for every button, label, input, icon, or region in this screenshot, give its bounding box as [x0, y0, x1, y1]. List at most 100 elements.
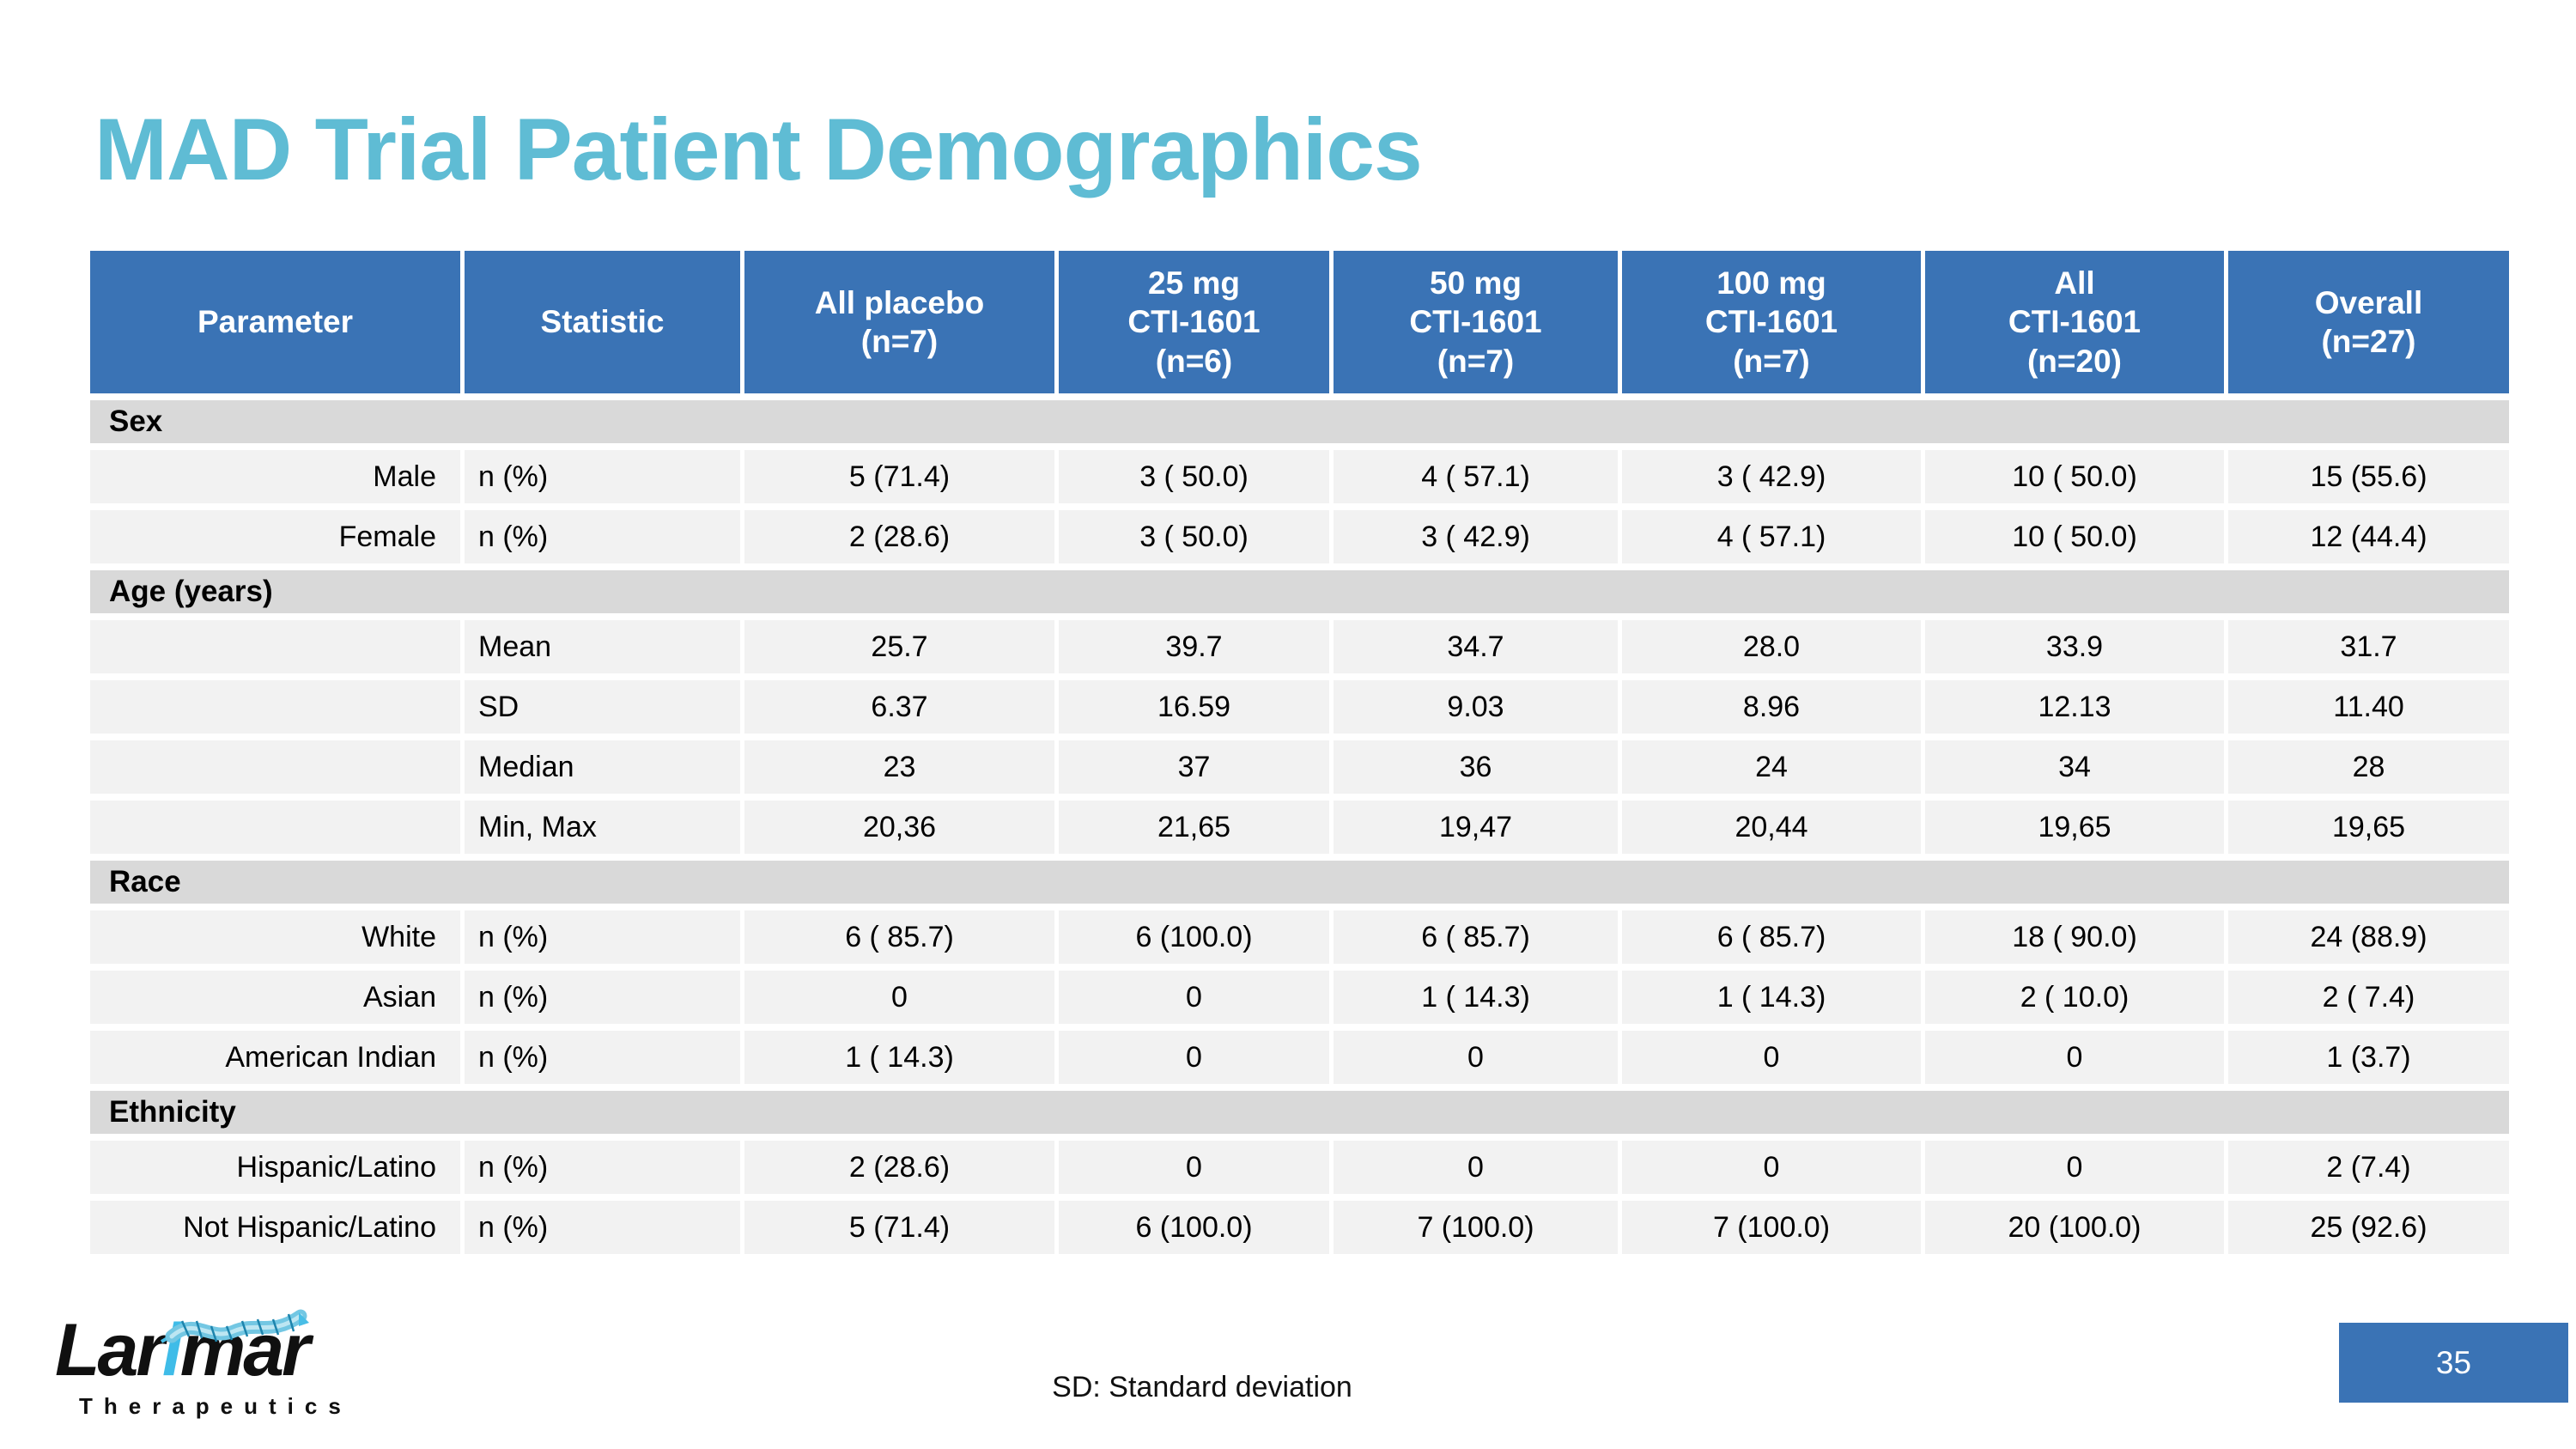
value-cell: 19,65 — [2228, 801, 2509, 854]
value-cell: 39.7 — [1059, 620, 1334, 673]
parameter-cell — [90, 680, 465, 734]
value-cell: 3 ( 50.0) — [1059, 510, 1334, 563]
value-cell: 3 ( 50.0) — [1059, 450, 1334, 503]
parameter-cell — [90, 801, 465, 854]
value-cell: 33.9 — [1925, 620, 2228, 673]
value-cell: 24 — [1622, 740, 1925, 794]
statistic-cell: Median — [465, 740, 744, 794]
statistic-cell: Mean — [465, 620, 744, 673]
value-cell: 28 — [2228, 740, 2509, 794]
statistic-cell: n (%) — [465, 510, 744, 563]
statistic-cell: Min, Max — [465, 801, 744, 854]
value-cell: 0 — [1334, 1141, 1622, 1194]
table-row: Mean 25.7 39.7 34.7 28.0 33.9 31.7 — [90, 620, 2509, 673]
parameter-cell: Not Hispanic/Latino — [90, 1201, 465, 1254]
column-header-100mg: 100 mg CTI-1601 (n=7) — [1622, 251, 1925, 393]
value-cell: 12.13 — [1925, 680, 2228, 734]
value-cell: 20,36 — [744, 801, 1059, 854]
value-cell: 0 — [1925, 1031, 2228, 1084]
value-cell: 37 — [1059, 740, 1334, 794]
table-row: Not Hispanic/Latino n (%) 5 (71.4) 6 (10… — [90, 1201, 2509, 1254]
value-cell: 3 ( 42.9) — [1622, 450, 1925, 503]
value-cell: 36 — [1334, 740, 1622, 794]
parameter-cell — [90, 620, 465, 673]
value-cell: 19,47 — [1334, 801, 1622, 854]
brand-part-lar: Lar — [55, 1309, 165, 1391]
table-row: White n (%) 6 ( 85.7) 6 (100.0) 6 ( 85.7… — [90, 910, 2509, 964]
value-cell: 28.0 — [1622, 620, 1925, 673]
value-cell: 4 ( 57.1) — [1334, 450, 1622, 503]
table-row: Median 23 37 36 24 34 28 — [90, 740, 2509, 794]
value-cell: 8.96 — [1622, 680, 1925, 734]
statistic-cell: n (%) — [465, 1031, 744, 1084]
value-cell: 2 ( 7.4) — [2228, 971, 2509, 1024]
parameter-cell: Male — [90, 450, 465, 503]
value-cell: 0 — [1622, 1141, 1925, 1194]
value-cell: 6 ( 85.7) — [1334, 910, 1622, 964]
value-cell: 34.7 — [1334, 620, 1622, 673]
value-cell: 20 (100.0) — [1925, 1201, 2228, 1254]
value-cell: 2 (28.6) — [744, 1141, 1059, 1194]
table-row: SD 6.37 16.59 9.03 8.96 12.13 11.40 — [90, 680, 2509, 734]
table-row: Female n (%) 2 (28.6) 3 ( 50.0) 3 ( 42.9… — [90, 510, 2509, 563]
table-row: American Indian n (%) 1 ( 14.3) 0 0 0 0 … — [90, 1031, 2509, 1084]
section-label: Sex — [90, 400, 2509, 443]
value-cell: 25.7 — [744, 620, 1059, 673]
value-cell: 0 — [1925, 1141, 2228, 1194]
value-cell: 21,65 — [1059, 801, 1334, 854]
value-cell: 16.59 — [1059, 680, 1334, 734]
statistic-cell: SD — [465, 680, 744, 734]
value-cell: 1 ( 14.3) — [1334, 971, 1622, 1024]
column-header-25mg: 25 mg CTI-1601 (n=6) — [1059, 251, 1334, 393]
section-row-sex: Sex — [90, 400, 2509, 443]
value-cell: 12 (44.4) — [2228, 510, 2509, 563]
value-cell: 19,65 — [1925, 801, 2228, 854]
statistic-cell: n (%) — [465, 1141, 744, 1194]
section-label: Age (years) — [90, 570, 2509, 613]
section-row-age: Age (years) — [90, 570, 2509, 613]
value-cell: 10 ( 50.0) — [1925, 450, 2228, 503]
value-cell: 10 ( 50.0) — [1925, 510, 2228, 563]
table-row: Hispanic/Latino n (%) 2 (28.6) 0 0 0 0 2… — [90, 1141, 2509, 1194]
column-header-all-cti: All CTI-1601 (n=20) — [1925, 251, 2228, 393]
value-cell: 3 ( 42.9) — [1334, 510, 1622, 563]
column-header-all-placebo: All placebo (n=7) — [744, 251, 1059, 393]
column-header-overall: Overall (n=27) — [2228, 251, 2509, 393]
table-row: Asian n (%) 0 0 1 ( 14.3) 1 ( 14.3) 2 ( … — [90, 971, 2509, 1024]
footnote: SD: Standard deviation — [1052, 1371, 1352, 1403]
section-label: Ethnicity — [90, 1091, 2509, 1134]
value-cell: 20,44 — [1622, 801, 1925, 854]
value-cell: 4 ( 57.1) — [1622, 510, 1925, 563]
value-cell: 2 (7.4) — [2228, 1141, 2509, 1194]
value-cell: 7 (100.0) — [1334, 1201, 1622, 1254]
value-cell: 0 — [1059, 1031, 1334, 1084]
statistic-cell: n (%) — [465, 450, 744, 503]
helix-ribbon-icon — [161, 1309, 309, 1343]
value-cell: 6 ( 85.7) — [1622, 910, 1925, 964]
parameter-cell: Hispanic/Latino — [90, 1141, 465, 1194]
value-cell: 0 — [1622, 1031, 1925, 1084]
larimar-logo: Larimar Therapeutics — [55, 1309, 352, 1420]
value-cell: 0 — [1059, 971, 1334, 1024]
column-header-statistic: Statistic — [465, 251, 744, 393]
page-title: MAD Trial Patient Demographics — [94, 100, 1423, 198]
value-cell: 0 — [1334, 1031, 1622, 1084]
value-cell: 5 (71.4) — [744, 450, 1059, 503]
parameter-cell: White — [90, 910, 465, 964]
table-header-row: Parameter Statistic All placebo (n=7) 25… — [90, 251, 2509, 393]
table-row: Min, Max 20,36 21,65 19,47 20,44 19,65 1… — [90, 801, 2509, 854]
value-cell: 6 ( 85.7) — [744, 910, 1059, 964]
statistic-cell: n (%) — [465, 971, 744, 1024]
value-cell: 31.7 — [2228, 620, 2509, 673]
value-cell: 6 (100.0) — [1059, 910, 1334, 964]
brand-subtitle: Therapeutics — [79, 1392, 352, 1419]
value-cell: 25 (92.6) — [2228, 1201, 2509, 1254]
statistic-cell: n (%) — [465, 910, 744, 964]
value-cell: 6.37 — [744, 680, 1059, 734]
value-cell: 9.03 — [1334, 680, 1622, 734]
demographics-table: Parameter Statistic All placebo (n=7) 25… — [90, 244, 2509, 1261]
section-row-ethnicity: Ethnicity — [90, 1091, 2509, 1134]
value-cell: 1 ( 14.3) — [744, 1031, 1059, 1084]
value-cell: 7 (100.0) — [1622, 1201, 1925, 1254]
statistic-cell: n (%) — [465, 1201, 744, 1254]
